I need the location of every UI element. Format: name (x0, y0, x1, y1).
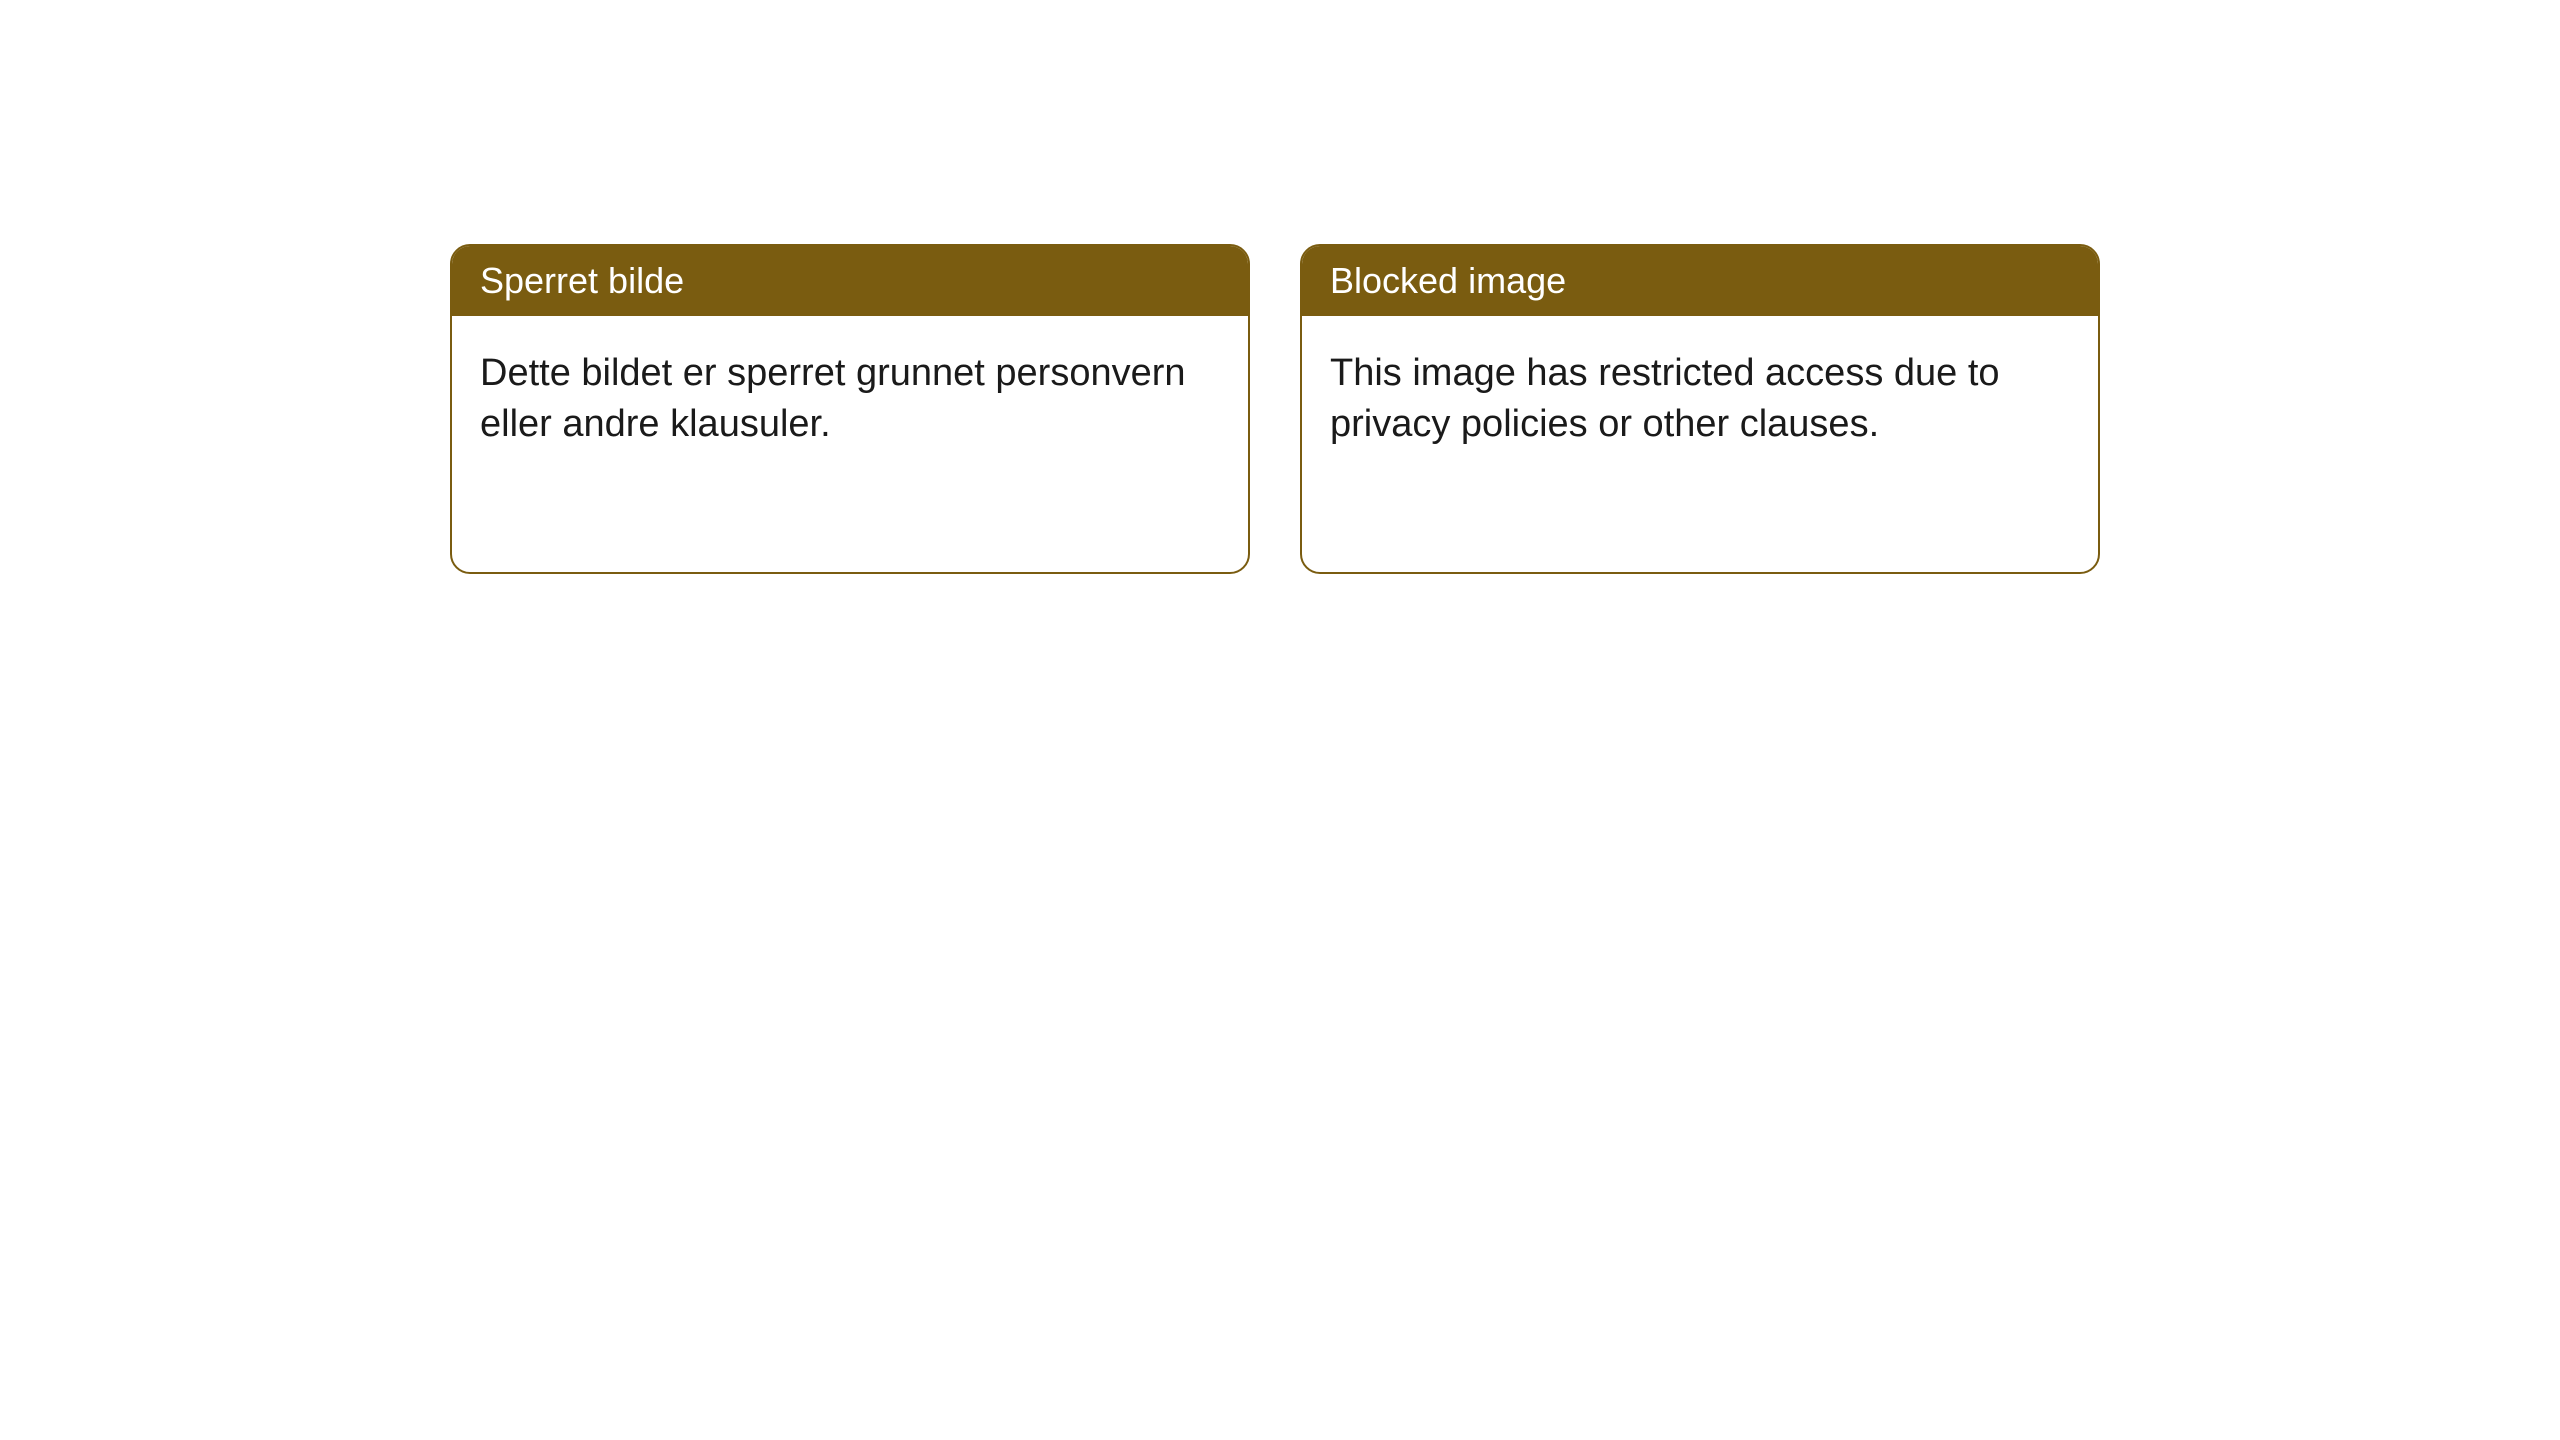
card-body: Dette bildet er sperret grunnet personve… (452, 316, 1248, 483)
card-title-text: Blocked image (1330, 260, 1566, 301)
card-header: Blocked image (1302, 246, 2098, 316)
card-body-text: This image has restricted access due to … (1330, 352, 2000, 445)
card-title-text: Sperret bilde (480, 260, 684, 301)
cards-container: Sperret bilde Dette bildet er sperret gr… (450, 244, 2100, 574)
card-english: Blocked image This image has restricted … (1300, 244, 2100, 574)
card-body-text: Dette bildet er sperret grunnet personve… (480, 352, 1186, 445)
card-header: Sperret bilde (452, 246, 1248, 316)
card-body: This image has restricted access due to … (1302, 316, 2098, 483)
card-norwegian: Sperret bilde Dette bildet er sperret gr… (450, 244, 1250, 574)
